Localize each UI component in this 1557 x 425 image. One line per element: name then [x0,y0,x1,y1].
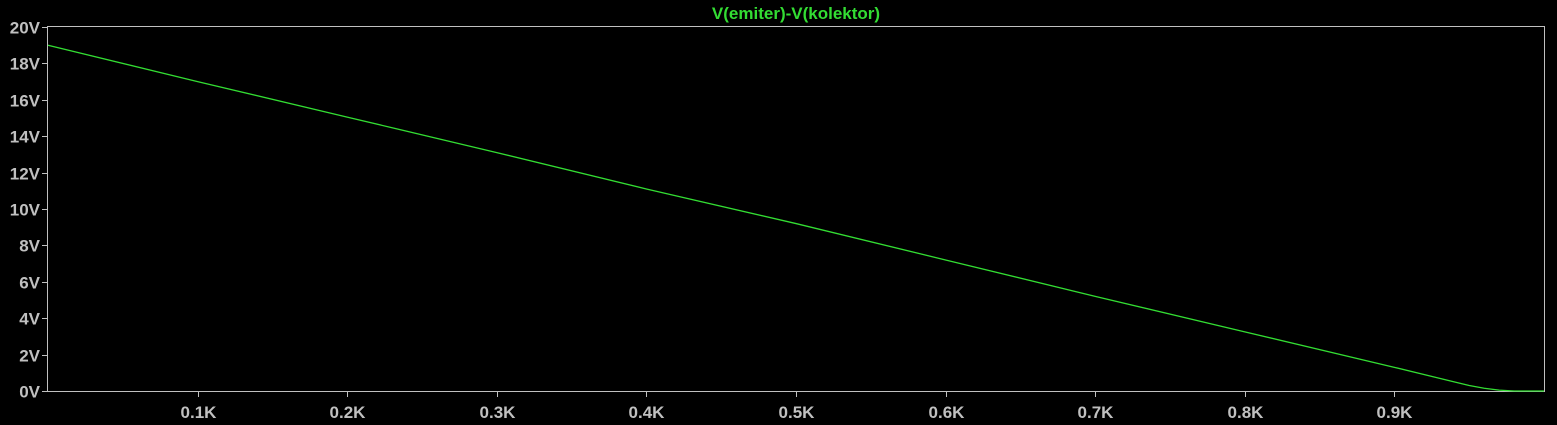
x-tick-label: 0.7K [1078,403,1115,422]
plot-frame [47,26,1545,392]
y-tick-label: 6V [19,274,40,293]
y-tick-label: 16V [10,92,41,111]
x-tick-label: 0.8K [1228,403,1265,422]
x-tick-label: 0.4K [629,403,666,422]
x-tick-label: 0.6K [929,403,966,422]
y-tick-label: 12V [10,165,41,184]
y-tick-label: 14V [10,128,41,147]
x-tick-label: 0.2K [330,403,367,422]
series-line [47,44,1544,392]
y-tick-label: 0V [19,383,40,402]
y-tick-label: 8V [19,237,40,256]
series-group [47,44,1544,392]
x-axis: 0.1K 0.2K 0.3K 0.4K 0.5K 0.6K 0.7K 0.8K 0.9K [181,391,1414,422]
y-axis: 0V 2V 4V 6V 8V 10V 12V 14V 16V 18V 20V [10,19,48,402]
y-tick-label: 10V [10,201,41,220]
x-tick-label: 0.5K [779,403,816,422]
x-tick-label: 0.9K [1377,403,1414,422]
y-tick-label: 20V [10,19,41,38]
x-tick-label: 0.1K [181,403,218,422]
y-tick-label: 4V [19,310,40,329]
y-tick-label: 18V [10,55,41,74]
y-tick-label: 2V [19,347,40,366]
chart-title: V(emiter)-V(kolektor) [712,4,880,23]
x-tick-label: 0.3K [480,403,517,422]
